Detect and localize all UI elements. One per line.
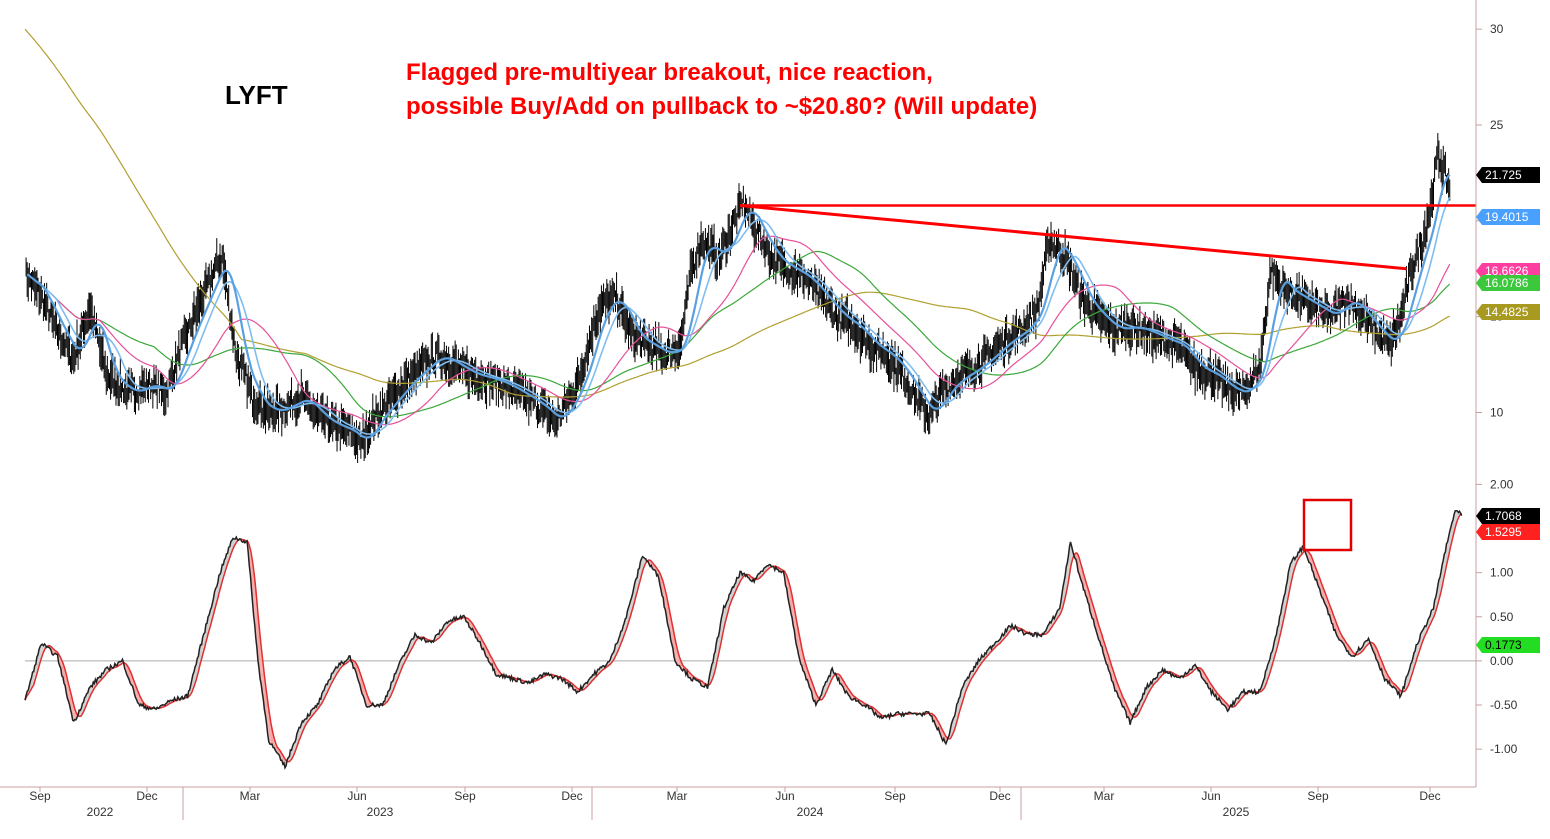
badge-label: 1.5295 [1485,525,1522,539]
osc-fill-segment [1308,552,1310,563]
x-tick-label: Dec [1419,789,1440,803]
ma-fast-line [26,173,1451,439]
x-tick-label: Sep [29,789,51,803]
osc-badge: 0.1773 [1476,637,1540,653]
badge-label: 16.0786 [1485,276,1529,290]
badge-shape [1476,304,1540,320]
ma-long-line [24,28,1451,398]
badge-label: 21.725 [1485,168,1522,182]
trendline [739,204,1407,271]
badge-shape [1476,637,1540,653]
x-tick-label: Sep [1307,789,1329,803]
ticker-label: LYFT [225,80,288,110]
x-tick-label: Dec [561,789,582,803]
badge-shape [1476,524,1540,540]
osc-fill-segment [1406,675,1408,690]
axes: 1015202530-1.00-0.500.000.501.002.00SepD… [0,0,1518,820]
osc-tick-label: -1.00 [1490,742,1518,756]
osc-tick-label: 2.00 [1490,477,1514,491]
price-tick-label: 10 [1490,406,1504,420]
signal-line [24,512,1463,763]
annotation-line-2: possible Buy/Add on pullback to ~$20.80?… [406,93,1037,120]
badge-shape [1476,167,1540,183]
x-tick-label: Dec [989,789,1010,803]
x-tick-label: Dec [136,789,157,803]
price-badge: 14.4825 [1476,304,1540,320]
ma-slow-line [30,250,1451,418]
ma-fast2-line [29,196,1451,435]
price-badge: 21.725 [1476,167,1540,183]
ma-mid-line [30,235,1451,426]
price-panel [24,28,1476,463]
x-tick-label: Jun [347,789,366,803]
annotation-line-1: Flagged pre-multiyear breakout, nice rea… [406,59,933,86]
x-tick-label: Jun [775,789,794,803]
osc-badge: 1.5295 [1476,524,1540,540]
badge-label: 1.7068 [1485,509,1522,523]
badge-label: 16.6626 [1485,264,1529,278]
year-label: 2025 [1223,805,1250,819]
badge-label: 14.4825 [1485,305,1529,319]
price-tick-label: 30 [1490,22,1504,36]
osc-tick-label: -0.50 [1490,698,1518,712]
year-label: 2024 [797,805,824,819]
osc-tick-label: 0.00 [1490,654,1514,668]
x-tick-label: Sep [454,789,476,803]
osc-fill-segment [32,671,34,687]
x-tick-label: Mar [240,789,261,803]
osc-badge: 1.7068 [1476,508,1540,524]
year-label: 2023 [367,805,394,819]
price-tick-label: 25 [1490,118,1504,132]
x-tick-label: Jun [1201,789,1220,803]
price-badge: 19.4015 [1476,209,1540,225]
osc-tick-label: 1.00 [1490,566,1514,580]
price-badge: 16.0786 [1476,275,1540,291]
oscillator-panel [24,498,1476,770]
badge-label: 0.1773 [1485,638,1522,652]
x-tick-label: Mar [1094,789,1115,803]
osc-tick-label: 0.50 [1490,610,1514,624]
badge-shape [1476,508,1540,524]
x-tick-label: Mar [667,789,688,803]
badge-label: 19.4015 [1485,210,1529,224]
x-tick-label: Sep [884,789,906,803]
badge-shape [1476,275,1540,291]
highlight-box [1302,498,1353,552]
oscillator-line [24,509,1463,770]
badge-shape [1476,209,1540,225]
year-label: 2022 [87,805,114,819]
